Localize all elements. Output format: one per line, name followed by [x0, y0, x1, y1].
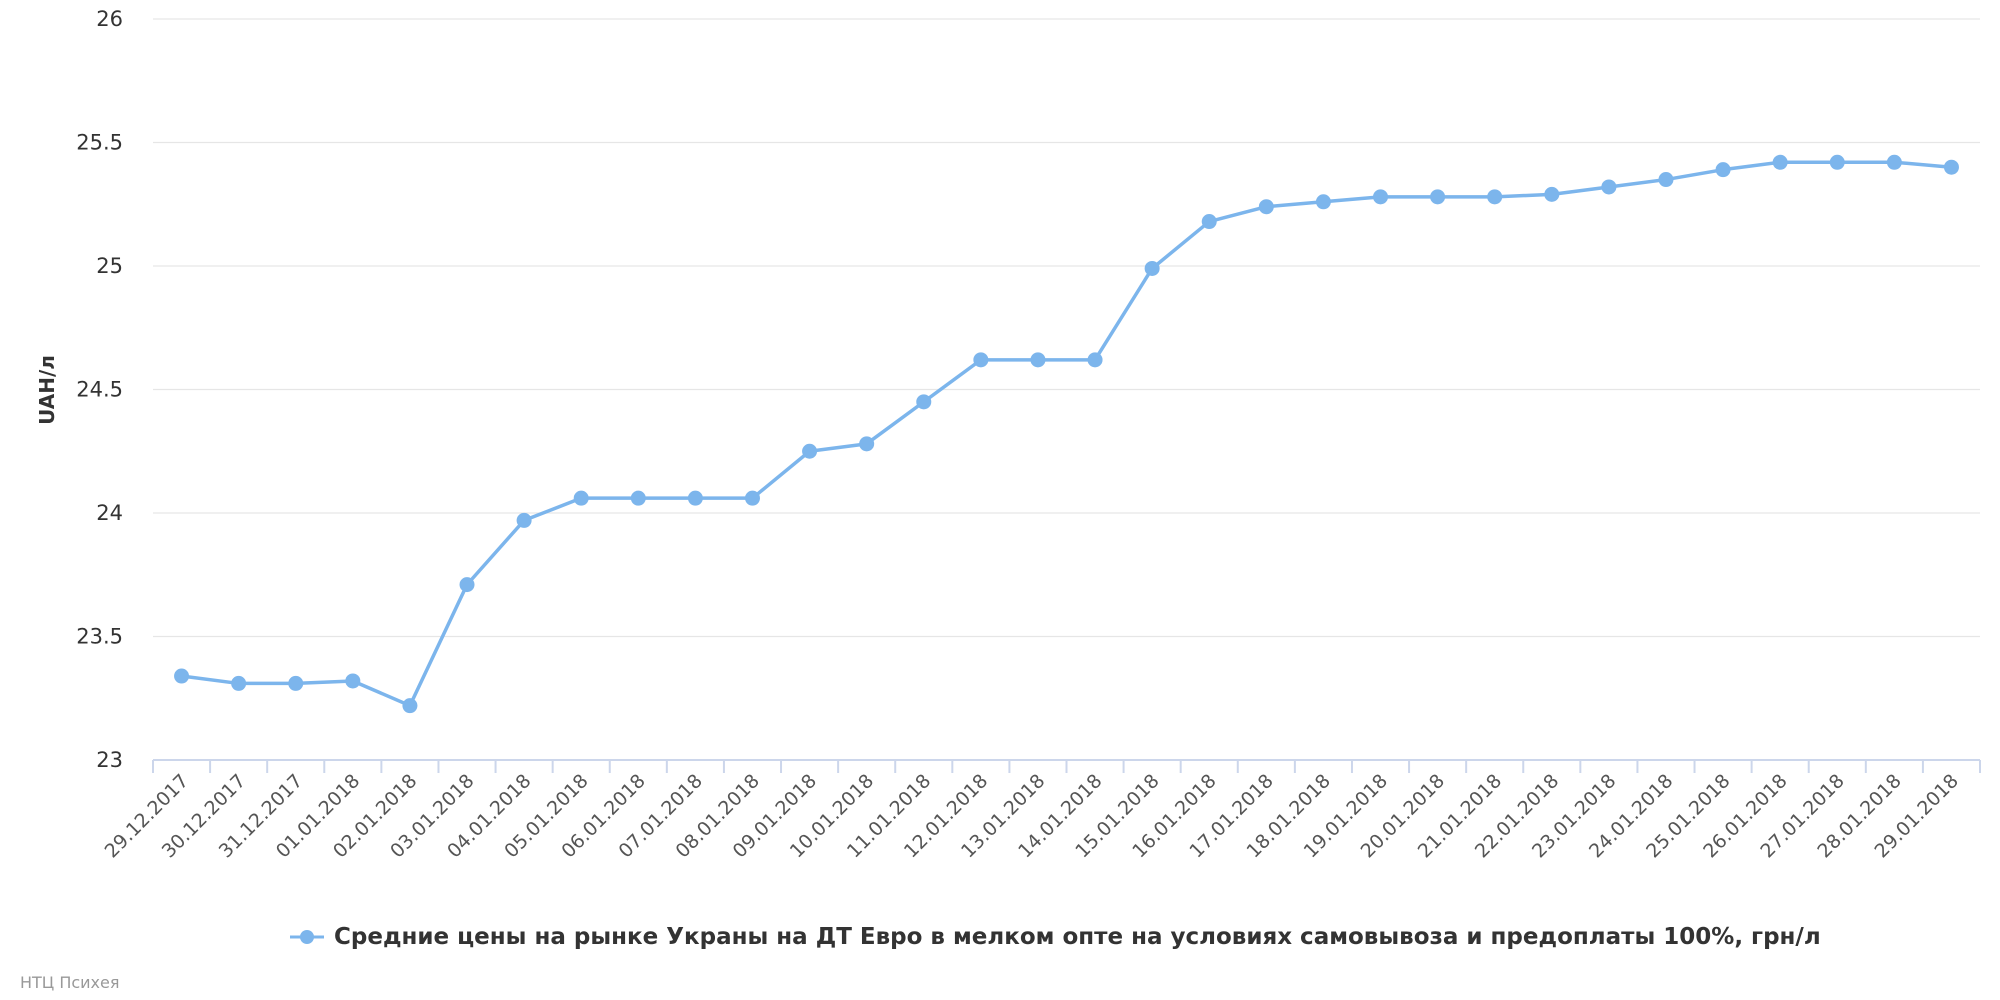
data-point [1201, 214, 1217, 230]
y-tick-label: 25.5 [76, 131, 123, 155]
y-tick-label: 25 [96, 254, 123, 278]
data-point [1886, 154, 1902, 170]
grid-lines [153, 18, 1980, 638]
data-point [174, 668, 190, 684]
y-tick-label: 26 [96, 7, 123, 31]
data-point [345, 673, 361, 689]
data-point [744, 490, 760, 506]
data-point [1601, 179, 1617, 195]
y-tick-label: 24 [96, 501, 123, 525]
data-point [1030, 352, 1046, 368]
data-point [573, 490, 589, 506]
data-point [802, 443, 818, 459]
data-point [1715, 162, 1731, 178]
data-point [402, 698, 418, 714]
data-point [916, 394, 932, 410]
y-axis-labels: 23 23.5 24 24.5 25 25.5 26 [76, 7, 123, 772]
data-point [1772, 154, 1788, 170]
data-point [231, 675, 247, 691]
data-point [1544, 186, 1560, 202]
data-point [1315, 194, 1331, 210]
data-point [288, 675, 304, 691]
data-point [630, 490, 646, 506]
data-point [1087, 352, 1103, 368]
data-point [1373, 189, 1389, 205]
data-point [1487, 189, 1503, 205]
y-tick-label: 24.5 [76, 378, 123, 402]
data-point [1144, 260, 1160, 276]
y-axis-title: UAH/л [35, 355, 59, 425]
y-tick-label: 23.5 [76, 625, 123, 649]
data-point [1829, 154, 1845, 170]
data-point [516, 512, 532, 528]
data-point [1258, 199, 1274, 215]
x-axis: 29.12.201730.12.201731.12.201701.01.2018… [101, 759, 1981, 862]
series-line-path [181, 160, 1952, 708]
credits: НТЦ Психея [20, 973, 120, 992]
data-point [859, 436, 875, 452]
data-point [973, 352, 989, 368]
data-point [687, 490, 703, 506]
legend-item[interactable]: Средние цены на рынке Украны на ДТ Евро … [290, 924, 1821, 950]
legend-label: Средние цены на рынке Украны на ДТ Евро … [334, 924, 1821, 950]
data-point [1658, 172, 1674, 188]
y-tick-label: 23 [96, 748, 123, 772]
data-point [459, 577, 475, 593]
data-point [1430, 189, 1446, 205]
data-point [1943, 159, 1959, 175]
legend-marker-icon [290, 930, 324, 944]
series-line [174, 154, 1959, 714]
